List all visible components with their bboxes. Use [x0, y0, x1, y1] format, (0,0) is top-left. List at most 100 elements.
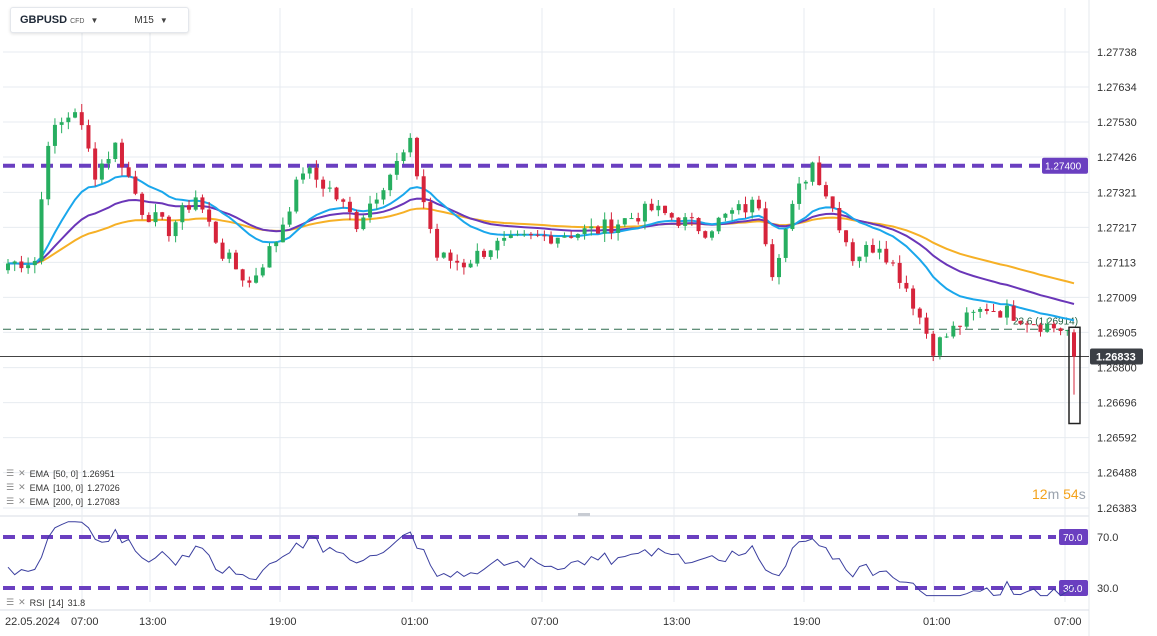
close-icon[interactable]: ✕ — [18, 482, 26, 492]
candle-body — [837, 208, 842, 231]
candle-body — [944, 336, 949, 338]
candle-body — [341, 199, 346, 202]
candle-body — [542, 235, 547, 237]
candle-body — [569, 236, 574, 238]
candle-body — [937, 337, 942, 356]
candle-body — [676, 217, 681, 226]
x-tick-label: 13:00 — [139, 616, 167, 628]
candle-body — [66, 117, 71, 123]
candle-body — [300, 173, 305, 180]
candle-body — [126, 167, 131, 177]
candle-countdown: 12m 54s — [1032, 486, 1086, 502]
candle-body — [622, 218, 627, 225]
legend-params: [100, 0] — [53, 482, 84, 493]
candle-body — [495, 240, 500, 251]
candle-body — [475, 250, 480, 264]
candle-body — [441, 252, 446, 258]
candle-body — [86, 125, 91, 149]
ema200-legend: ☰ ✕ EMA [200, 0] 1.27083 — [6, 496, 120, 507]
candle-body — [864, 244, 869, 257]
candle-body — [93, 148, 98, 180]
candle-body — [119, 142, 124, 168]
candle-body — [756, 199, 761, 209]
candle-body — [589, 226, 594, 229]
candle-body — [770, 244, 775, 278]
candle-body — [187, 205, 192, 210]
y-tick-label: 1.27530 — [1097, 117, 1137, 129]
chevron-down-icon[interactable]: ▼ — [90, 15, 99, 25]
candle-body — [254, 275, 259, 283]
close-icon[interactable]: ✕ — [18, 468, 26, 478]
close-icon[interactable]: ✕ — [18, 597, 26, 607]
candle-body — [26, 265, 31, 269]
candle-body — [1031, 324, 1036, 326]
drag-handle-icon[interactable]: ☰ — [6, 468, 15, 478]
candle-body — [428, 202, 433, 229]
candle-body — [844, 230, 849, 243]
y-tick-label: 1.27634 — [1097, 82, 1137, 94]
candle-body — [998, 311, 1003, 318]
y-tick-label: 1.26905 — [1097, 327, 1137, 339]
candle-body — [421, 176, 426, 203]
candle-body — [743, 204, 748, 213]
candle-body — [213, 221, 218, 243]
rsi-level-label: 30.0 — [1063, 584, 1083, 595]
ema100-legend: ☰ ✕ EMA [100, 0] 1.27026 — [6, 482, 120, 493]
candle-body — [703, 231, 708, 238]
timeframe-selector[interactable]: M15 — [134, 14, 154, 26]
candle-body — [207, 209, 212, 222]
chevron-down-icon[interactable]: ▼ — [159, 15, 168, 25]
candle-body — [334, 187, 339, 200]
candle-body — [1038, 324, 1043, 332]
legend-value: 31.8 — [67, 597, 86, 608]
candle-body — [19, 261, 24, 269]
candle-body — [555, 237, 560, 244]
candle-body — [173, 222, 178, 237]
candle-body — [857, 256, 862, 262]
ema50-legend: ☰ ✕ EMA [50, 0] 1.26951 — [6, 468, 115, 479]
candle-body — [146, 214, 151, 223]
candle-body — [220, 242, 225, 259]
candle-body — [790, 203, 795, 230]
candle-body — [897, 262, 902, 283]
candle-body — [468, 263, 473, 268]
candle-body — [958, 325, 963, 327]
candle-body — [522, 234, 527, 236]
candle-body — [307, 167, 312, 174]
candle-body — [629, 218, 634, 220]
candle-body — [368, 203, 373, 218]
y-tick-label: 1.27426 — [1097, 152, 1137, 164]
candle-body — [274, 242, 279, 247]
candle-body — [1045, 323, 1050, 332]
candle-body — [1025, 323, 1030, 325]
candle-body — [528, 234, 533, 236]
candle-body — [39, 199, 44, 261]
symbol-toolbar: GBPUSD CFD ▼ M15 ▼ — [10, 7, 189, 33]
rsi-level-tag — [1059, 529, 1088, 545]
candle-body — [361, 217, 366, 230]
resistance-tag — [1042, 157, 1088, 174]
y-tick-label: 1.26383 — [1097, 503, 1137, 515]
candle-body — [696, 217, 701, 232]
candle-body — [971, 311, 976, 313]
drag-handle-icon[interactable]: ☰ — [6, 482, 15, 492]
close-icon[interactable]: ✕ — [18, 496, 26, 506]
candle-body — [280, 224, 285, 243]
candle-body — [984, 308, 989, 311]
candle-body — [978, 308, 983, 312]
rsi-axis-label: 30.0 — [1097, 583, 1118, 595]
candle-body — [287, 211, 292, 225]
instrument-type: CFD — [70, 17, 85, 25]
candle-body — [6, 263, 10, 271]
drag-handle-icon[interactable]: ☰ — [6, 597, 15, 607]
candle-body — [140, 193, 145, 215]
candle-body — [1011, 305, 1016, 321]
candle-body — [52, 124, 57, 146]
candle-body — [723, 213, 728, 218]
symbol-name[interactable]: GBPUSD — [20, 14, 68, 26]
candle-body — [683, 217, 688, 226]
drag-handle-icon[interactable]: ☰ — [6, 496, 15, 506]
candle-body — [1065, 329, 1070, 332]
